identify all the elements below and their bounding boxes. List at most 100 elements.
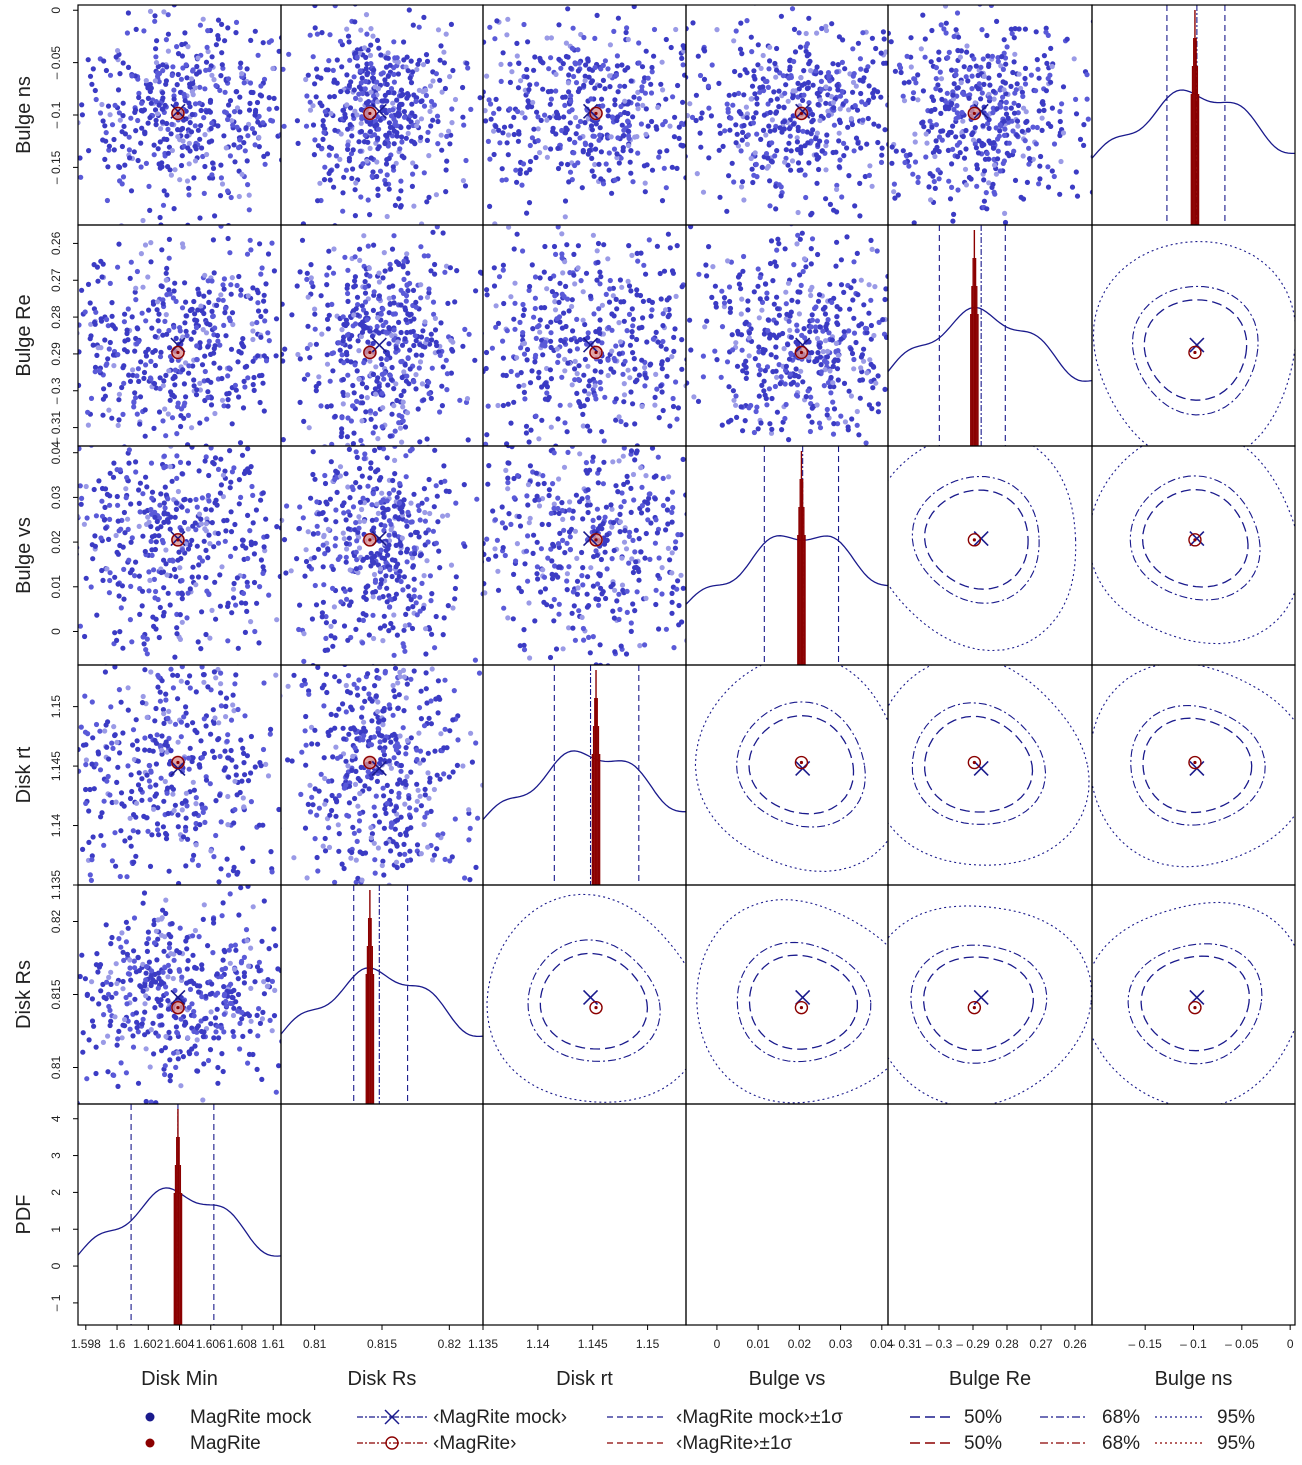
mock-point: [1057, 192, 1062, 197]
mock-point: [938, 111, 943, 116]
mock-point: [125, 30, 130, 35]
mock-point: [781, 73, 786, 78]
mock-point: [818, 97, 823, 102]
mock-point: [855, 292, 860, 297]
mock-point: [1044, 88, 1049, 93]
mock-point: [1001, 67, 1006, 72]
mock-point: [986, 75, 991, 80]
mock-point: [142, 370, 147, 375]
mock-point: [984, 190, 989, 195]
mock-point: [304, 277, 309, 282]
mock-point: [138, 359, 143, 364]
mock-point: [107, 346, 112, 351]
mock-point: [752, 91, 757, 96]
mock-point: [343, 115, 348, 120]
mock-point: [353, 254, 358, 259]
mock-point: [822, 358, 827, 363]
mock-point: [364, 12, 369, 17]
mock-point: [368, 43, 373, 48]
mock-point: [93, 369, 98, 374]
mock-point: [579, 278, 584, 283]
mock-point: [501, 403, 506, 408]
mock-point: [703, 473, 708, 478]
mock-point: [834, 341, 839, 346]
mock-point: [757, 90, 762, 95]
mock-point: [624, 25, 629, 30]
mock-point: [764, 402, 769, 407]
mock-point: [401, 291, 406, 296]
mock-point: [353, 180, 358, 185]
mock-point: [89, 396, 94, 401]
mock-point: [417, 365, 422, 370]
mock-point: [634, 378, 639, 383]
mock-point: [401, 369, 406, 374]
mock-point: [311, 195, 316, 200]
mock-point: [186, 192, 191, 197]
mock-point: [194, 387, 199, 392]
mock-point: [417, 439, 422, 444]
mock-point: [766, 124, 771, 129]
mock-point: [378, 169, 383, 174]
mock-point: [316, 143, 321, 148]
mock-point: [220, 62, 225, 67]
mock-point: [255, 100, 260, 105]
mock-point: [956, 35, 961, 40]
mock-point: [987, 83, 992, 88]
mock-point: [889, 161, 894, 166]
mock-point: [325, 352, 330, 357]
mock-point: [589, 80, 594, 85]
mock-point: [815, 252, 820, 257]
mock-point: [176, 72, 181, 77]
mock-point: [732, 92, 737, 97]
mock-point: [1023, 138, 1028, 143]
mock-point: [908, 35, 913, 40]
mock-point: [381, 70, 386, 75]
mock-point: [203, 575, 208, 580]
mock-point: [248, 38, 253, 43]
mock-point: [263, 309, 268, 314]
mock-point: [1093, 174, 1098, 179]
mock-point: [364, 71, 369, 76]
mock-point: [152, 577, 157, 582]
mock-point: [742, 362, 747, 367]
mock-point: [374, 225, 379, 230]
mock-point: [190, 112, 195, 117]
mock-point: [626, 129, 631, 134]
mock-point: [238, 61, 243, 66]
mock-point: [258, 314, 263, 319]
mock-point: [599, 97, 604, 102]
mock-point: [861, 302, 866, 307]
mock-point: [472, 49, 477, 54]
mock-point: [172, 567, 177, 572]
mock-point: [213, 369, 218, 374]
mock-point: [591, 233, 596, 238]
mock-point: [914, 106, 919, 111]
mock-point: [800, 98, 805, 103]
mock-point: [961, 134, 966, 139]
mock-point: [391, 164, 396, 169]
mock-point: [164, 312, 169, 317]
mock-point: [409, 232, 414, 237]
mock-point: [778, 446, 783, 451]
mock-point: [484, 287, 489, 292]
mock-point: [874, 76, 879, 81]
mock-point: [509, 69, 514, 74]
mock-point: [608, 366, 613, 371]
mock-point: [147, 115, 152, 120]
mock-point: [612, 178, 617, 183]
mock-point: [441, 50, 446, 55]
mock-point: [136, 158, 141, 163]
mock-point: [71, 93, 76, 98]
mock-point: [184, 329, 189, 334]
mock-point: [441, 230, 446, 235]
mock-point: [425, 138, 430, 143]
mock-point: [245, 133, 250, 138]
mock-point: [949, 161, 954, 166]
mock-point: [733, 393, 738, 398]
mock-point: [309, 275, 314, 280]
mock-point: [287, 348, 292, 353]
mock-point: [128, 276, 133, 281]
mock-point: [667, 124, 672, 129]
mock-point: [100, 413, 105, 418]
mock-point: [577, 135, 582, 140]
